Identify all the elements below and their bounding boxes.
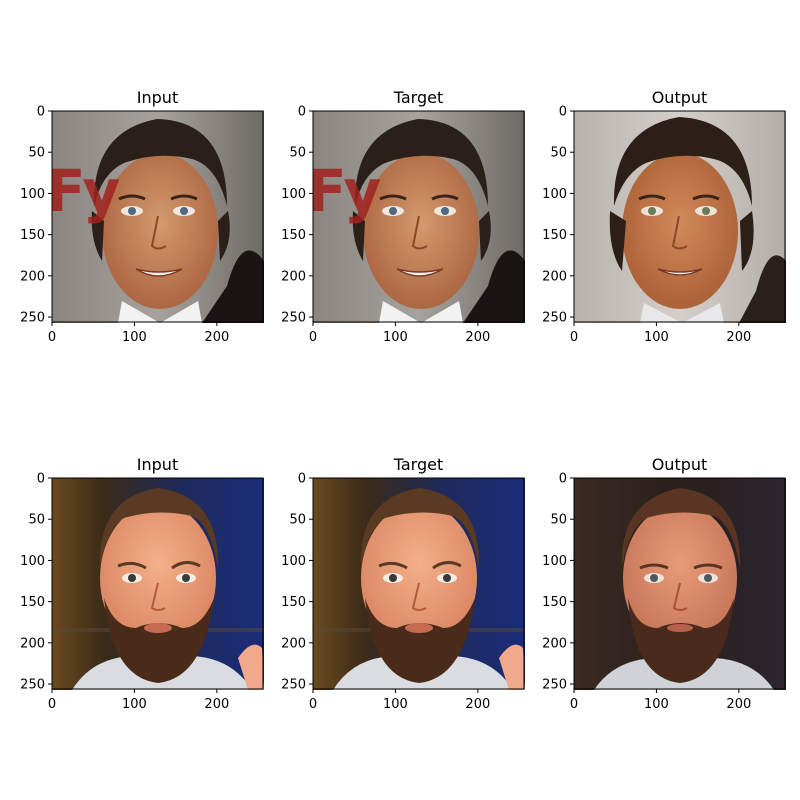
y-tick-label: 150 bbox=[281, 228, 306, 243]
overlay-clip: Fy bbox=[46, 157, 120, 225]
y-tick-label: 250 bbox=[20, 311, 45, 326]
y-tick-label: 150 bbox=[542, 595, 567, 610]
panel-title: Input bbox=[137, 455, 178, 474]
y-tick-label: 100 bbox=[20, 187, 45, 202]
y-tick-label: 0 bbox=[37, 105, 45, 120]
axes-frame bbox=[51, 477, 264, 690]
x-tick-label: 200 bbox=[465, 697, 490, 712]
y-tick-label: 250 bbox=[281, 311, 306, 326]
face-image bbox=[50, 476, 266, 692]
x-tick-label: 0 bbox=[48, 697, 56, 712]
y-tick-label: 100 bbox=[20, 554, 45, 569]
y-tick-label: 100 bbox=[281, 187, 306, 202]
x-tick-label: 100 bbox=[644, 330, 669, 345]
y-tick-label: 250 bbox=[542, 678, 567, 693]
y-tick-label: 200 bbox=[542, 269, 567, 284]
x-tick-label: 200 bbox=[204, 697, 229, 712]
y-tick-label: 50 bbox=[28, 513, 45, 528]
panel-title: Target bbox=[393, 88, 444, 107]
panel-title: Output bbox=[652, 88, 708, 107]
x-tick-label: 100 bbox=[383, 330, 408, 345]
axes-frame bbox=[312, 477, 525, 690]
axes-frame bbox=[51, 110, 264, 323]
y-tick-label: 50 bbox=[550, 146, 567, 161]
face-image bbox=[572, 476, 788, 692]
y-tick-label: 0 bbox=[298, 472, 306, 487]
y-tick-label: 200 bbox=[281, 636, 306, 651]
x-tick-label: 100 bbox=[383, 697, 408, 712]
y-tick-label: 0 bbox=[37, 472, 45, 487]
y-tick-label: 100 bbox=[281, 554, 306, 569]
x-tick-label: 0 bbox=[309, 330, 317, 345]
x-tick-label: 200 bbox=[726, 330, 751, 345]
face-image bbox=[572, 109, 788, 325]
x-tick-label: 0 bbox=[570, 330, 578, 345]
y-tick-label: 150 bbox=[20, 595, 45, 610]
y-tick-label: 250 bbox=[20, 678, 45, 693]
y-tick-label: 50 bbox=[550, 513, 567, 528]
panel-title: Input bbox=[137, 88, 178, 107]
axes-frame bbox=[573, 110, 786, 323]
panel-title: Target bbox=[393, 455, 444, 474]
y-tick-label: 50 bbox=[289, 146, 306, 161]
y-tick-label: 200 bbox=[20, 269, 45, 284]
x-tick-label: 200 bbox=[726, 697, 751, 712]
y-tick-label: 200 bbox=[542, 636, 567, 651]
y-tick-label: 0 bbox=[559, 105, 567, 120]
x-tick-label: 0 bbox=[309, 697, 317, 712]
y-tick-label: 150 bbox=[20, 228, 45, 243]
y-tick-label: 150 bbox=[542, 228, 567, 243]
y-tick-label: 250 bbox=[281, 678, 306, 693]
y-tick-label: 200 bbox=[20, 636, 45, 651]
y-tick-label: 200 bbox=[281, 269, 306, 284]
y-tick-label: 50 bbox=[289, 513, 306, 528]
x-tick-label: 100 bbox=[644, 697, 669, 712]
y-tick-label: 0 bbox=[559, 472, 567, 487]
image-overlay-text: Fy bbox=[307, 157, 381, 225]
x-tick-label: 100 bbox=[122, 697, 147, 712]
y-tick-label: 100 bbox=[542, 554, 567, 569]
y-tick-label: 150 bbox=[281, 595, 306, 610]
x-tick-label: 200 bbox=[204, 330, 229, 345]
x-tick-label: 100 bbox=[122, 330, 147, 345]
y-tick-label: 100 bbox=[542, 187, 567, 202]
x-tick-label: 0 bbox=[570, 697, 578, 712]
panel-title: Output bbox=[652, 455, 708, 474]
face-image bbox=[311, 476, 527, 692]
image-overlay-text: Fy bbox=[46, 157, 120, 225]
y-tick-label: 250 bbox=[542, 311, 567, 326]
y-tick-label: 50 bbox=[28, 146, 45, 161]
axes-frame bbox=[573, 477, 786, 690]
overlay-clip: Fy bbox=[307, 157, 381, 225]
x-tick-label: 0 bbox=[48, 330, 56, 345]
y-tick-label: 0 bbox=[298, 105, 306, 120]
x-tick-label: 200 bbox=[465, 330, 490, 345]
axes-frame bbox=[312, 110, 525, 323]
